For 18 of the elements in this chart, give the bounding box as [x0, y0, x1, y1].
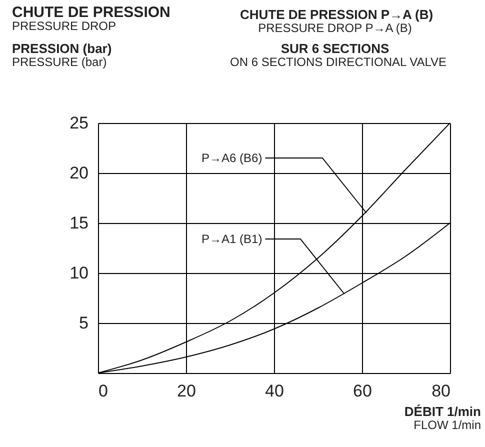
x-axis-title: DÉBIT 1/min FLOW 1/min	[404, 404, 481, 432]
text: SUR 6 SECTIONS ON 6 SECTIONS DIRECTIONAL VALVE	[230, 41, 446, 69]
chart-subtitle: PRESSURE DROP	[12, 19, 116, 33]
x-tick-label: 60	[353, 382, 372, 400]
annotation: P→A1 (B1)	[202, 232, 262, 246]
y-tick-label: 10	[70, 264, 88, 282]
y-axis-title: PRESSION (bar) PRESSURE (bar)	[12, 41, 112, 69]
y-tick-label: 20	[70, 164, 88, 182]
x-tick-label: 40	[265, 382, 284, 400]
y-tick-label: 5	[79, 314, 88, 332]
y-tick-label: 25	[70, 114, 88, 132]
x-tick-label: 0	[98, 382, 108, 400]
chart-title: CHUTE DE PRESSION	[12, 4, 170, 21]
y-tick-label: 15	[70, 214, 88, 232]
annotation: P→A6 (B6)	[202, 151, 262, 165]
text: CHUTE DE PRESSION P→A (B) PRESSURE DROP P→A (B)	[240, 7, 434, 35]
x-tick-label: 80	[432, 382, 450, 400]
x-tick-label: 20	[177, 382, 196, 400]
